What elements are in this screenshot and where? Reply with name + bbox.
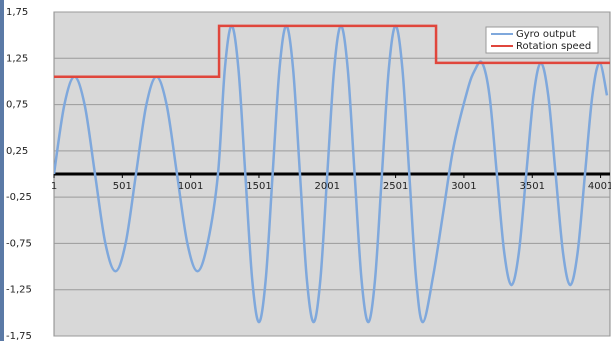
x-tick-label: 4001 [588,181,613,192]
window-edge [0,0,4,341]
y-tick-label: 0,75 [6,100,28,111]
x-tick-label: 1501 [246,181,271,192]
y-tick-label: 1,75 [6,7,28,18]
x-tick-label: 2001 [315,181,340,192]
x-tick-label: 2501 [383,181,408,192]
x-tick-label: 3501 [520,181,545,192]
legend-box [485,26,599,54]
y-tick-label: -1,75 [6,331,32,341]
legend-label: Rotation speed [516,41,591,52]
x-tick-label: 1 [51,181,57,192]
y-tick-label: 1,25 [6,53,28,64]
legend-label: Gyro output [516,29,576,40]
x-tick-label: 1001 [178,181,203,192]
y-tick-label: -0,25 [6,192,32,203]
y-tick-label: -0,75 [6,238,32,249]
y-tick-label: -1,25 [6,285,32,296]
x-tick-label: 3001 [451,181,476,192]
y-tick-label: 0,25 [6,146,28,157]
series-line [54,24,610,79]
x-tick-label: 501 [113,181,132,192]
